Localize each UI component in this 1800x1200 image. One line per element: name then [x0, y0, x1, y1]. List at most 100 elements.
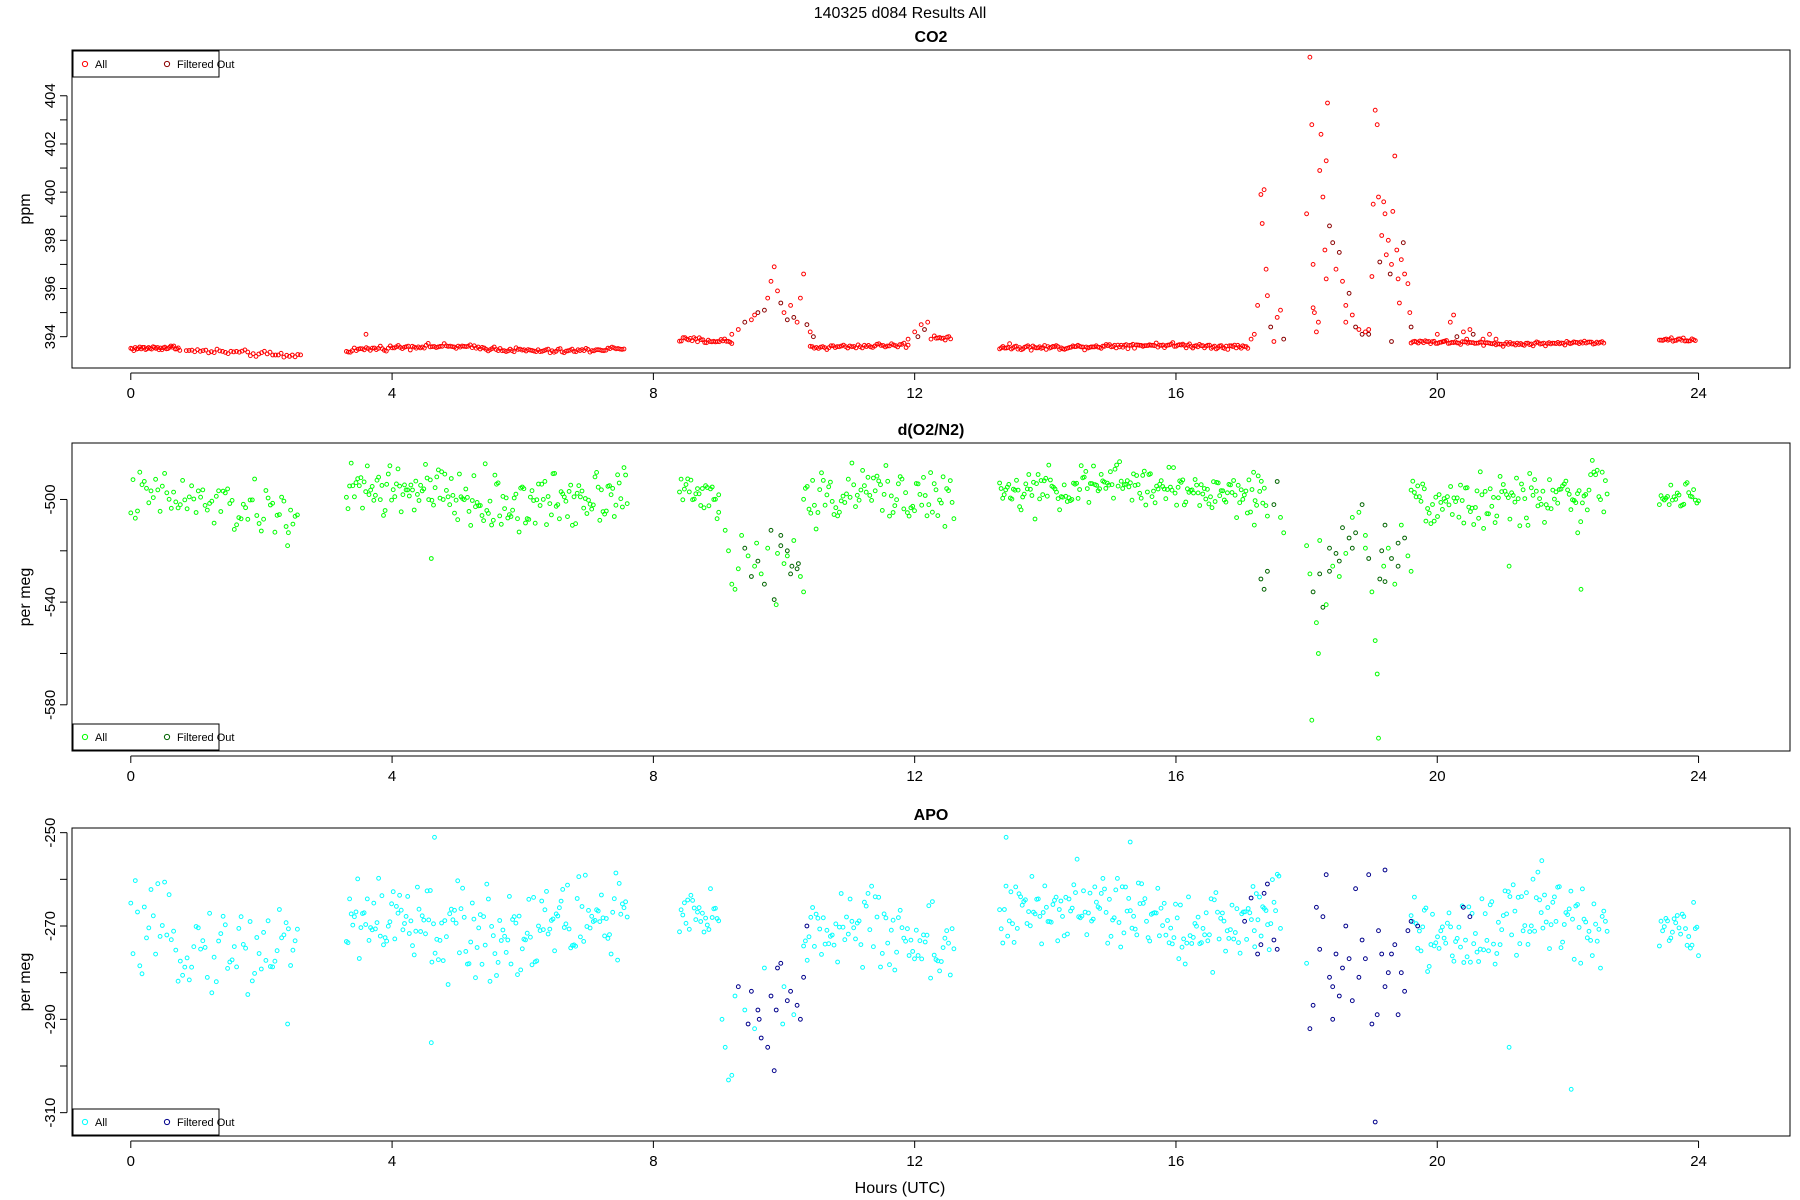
data-point — [566, 926, 572, 932]
data-point — [1474, 488, 1480, 494]
data-point — [1467, 914, 1473, 920]
data-point — [1454, 334, 1460, 340]
data-point — [775, 965, 780, 971]
data-point — [745, 1021, 751, 1027]
data-point — [762, 581, 767, 587]
data-point — [507, 894, 512, 899]
data-point — [1533, 895, 1539, 901]
data-point — [1494, 951, 1500, 956]
data-point — [1336, 558, 1342, 564]
data-point — [1307, 54, 1313, 60]
data-point — [1430, 502, 1435, 507]
data-point — [1562, 342, 1568, 348]
data-point — [695, 909, 700, 915]
data-point — [881, 492, 887, 497]
data-point — [1525, 942, 1531, 947]
data-point — [824, 492, 830, 498]
data-point — [1343, 923, 1349, 929]
data-point — [1423, 518, 1429, 524]
data-point — [1405, 281, 1411, 287]
data-point — [492, 472, 498, 478]
data-point — [804, 322, 810, 328]
data-point — [685, 897, 691, 903]
data-point — [998, 486, 1004, 491]
data-point — [701, 929, 707, 935]
data-point — [536, 481, 541, 487]
data-point — [1317, 168, 1323, 173]
data-point — [1105, 940, 1111, 946]
data-point — [1374, 1012, 1380, 1018]
data-point — [1430, 911, 1435, 917]
data-point — [1173, 901, 1178, 907]
data-point — [915, 953, 921, 958]
data-point — [353, 480, 359, 486]
data-point — [217, 348, 223, 354]
data-point — [513, 920, 519, 926]
data-point — [146, 500, 152, 506]
data-point — [703, 915, 708, 921]
data-point — [1260, 500, 1266, 506]
data-point — [1274, 479, 1280, 484]
data-point — [931, 952, 937, 958]
data-point — [586, 497, 591, 503]
data-point — [1340, 278, 1345, 284]
data-point — [1377, 576, 1383, 582]
data-point — [1255, 473, 1261, 479]
data-point — [1333, 551, 1339, 556]
data-point — [933, 487, 939, 493]
data-point — [997, 480, 1002, 486]
data-point — [256, 521, 262, 526]
data-point — [135, 508, 140, 514]
data-point — [1441, 935, 1447, 941]
data-point — [885, 940, 891, 946]
data-point — [1232, 930, 1238, 935]
data-point — [892, 967, 898, 973]
data-point — [1103, 910, 1109, 915]
data-point — [213, 979, 219, 985]
data-point — [1405, 553, 1411, 559]
data-point — [1519, 481, 1524, 487]
data-point — [182, 964, 188, 970]
data-point — [1231, 936, 1237, 942]
data-point — [1691, 487, 1696, 493]
data-point — [381, 942, 386, 948]
data-point — [216, 488, 222, 494]
data-point — [613, 870, 619, 876]
data-point — [1440, 924, 1445, 930]
data-point — [1491, 941, 1496, 947]
data-point — [804, 957, 810, 963]
data-point — [1363, 329, 1368, 335]
data-point — [1155, 486, 1161, 492]
data-point — [729, 581, 735, 587]
data-point — [815, 915, 821, 921]
x-tick-label: 0 — [127, 768, 135, 785]
data-point — [833, 921, 839, 927]
data-point — [284, 352, 290, 358]
data-point — [177, 502, 183, 508]
data-point — [198, 494, 204, 500]
legend-label: All — [95, 1117, 107, 1129]
data-point — [1175, 484, 1181, 490]
y-tick-label: -500 — [42, 484, 59, 514]
data-point — [1261, 586, 1267, 592]
data-point — [845, 476, 851, 482]
data-point — [502, 506, 508, 512]
data-point — [867, 493, 873, 498]
data-point — [209, 349, 214, 355]
y-tick-label: 396 — [42, 276, 59, 301]
data-point — [268, 964, 273, 969]
data-point — [1309, 122, 1315, 128]
data-point — [915, 334, 921, 340]
data-point — [1098, 472, 1104, 477]
data-point — [191, 496, 197, 502]
data-point — [808, 914, 814, 920]
data-point — [137, 469, 143, 475]
data-point — [1325, 100, 1330, 106]
data-point — [1323, 158, 1329, 164]
data-point — [1482, 489, 1488, 494]
data-point — [917, 492, 923, 497]
data-point — [274, 512, 280, 518]
data-point — [1553, 919, 1559, 924]
data-point — [951, 946, 957, 952]
data-point — [1545, 905, 1551, 910]
